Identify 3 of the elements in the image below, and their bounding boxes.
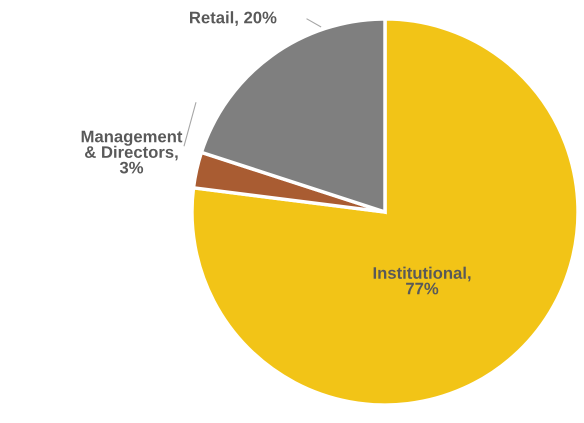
- slice-label: Management & Directors, 3%: [82, 130, 182, 174]
- slice-label: Institutional, 77%: [374, 266, 470, 294]
- slice-label: Retail, 20%: [190, 11, 276, 26]
